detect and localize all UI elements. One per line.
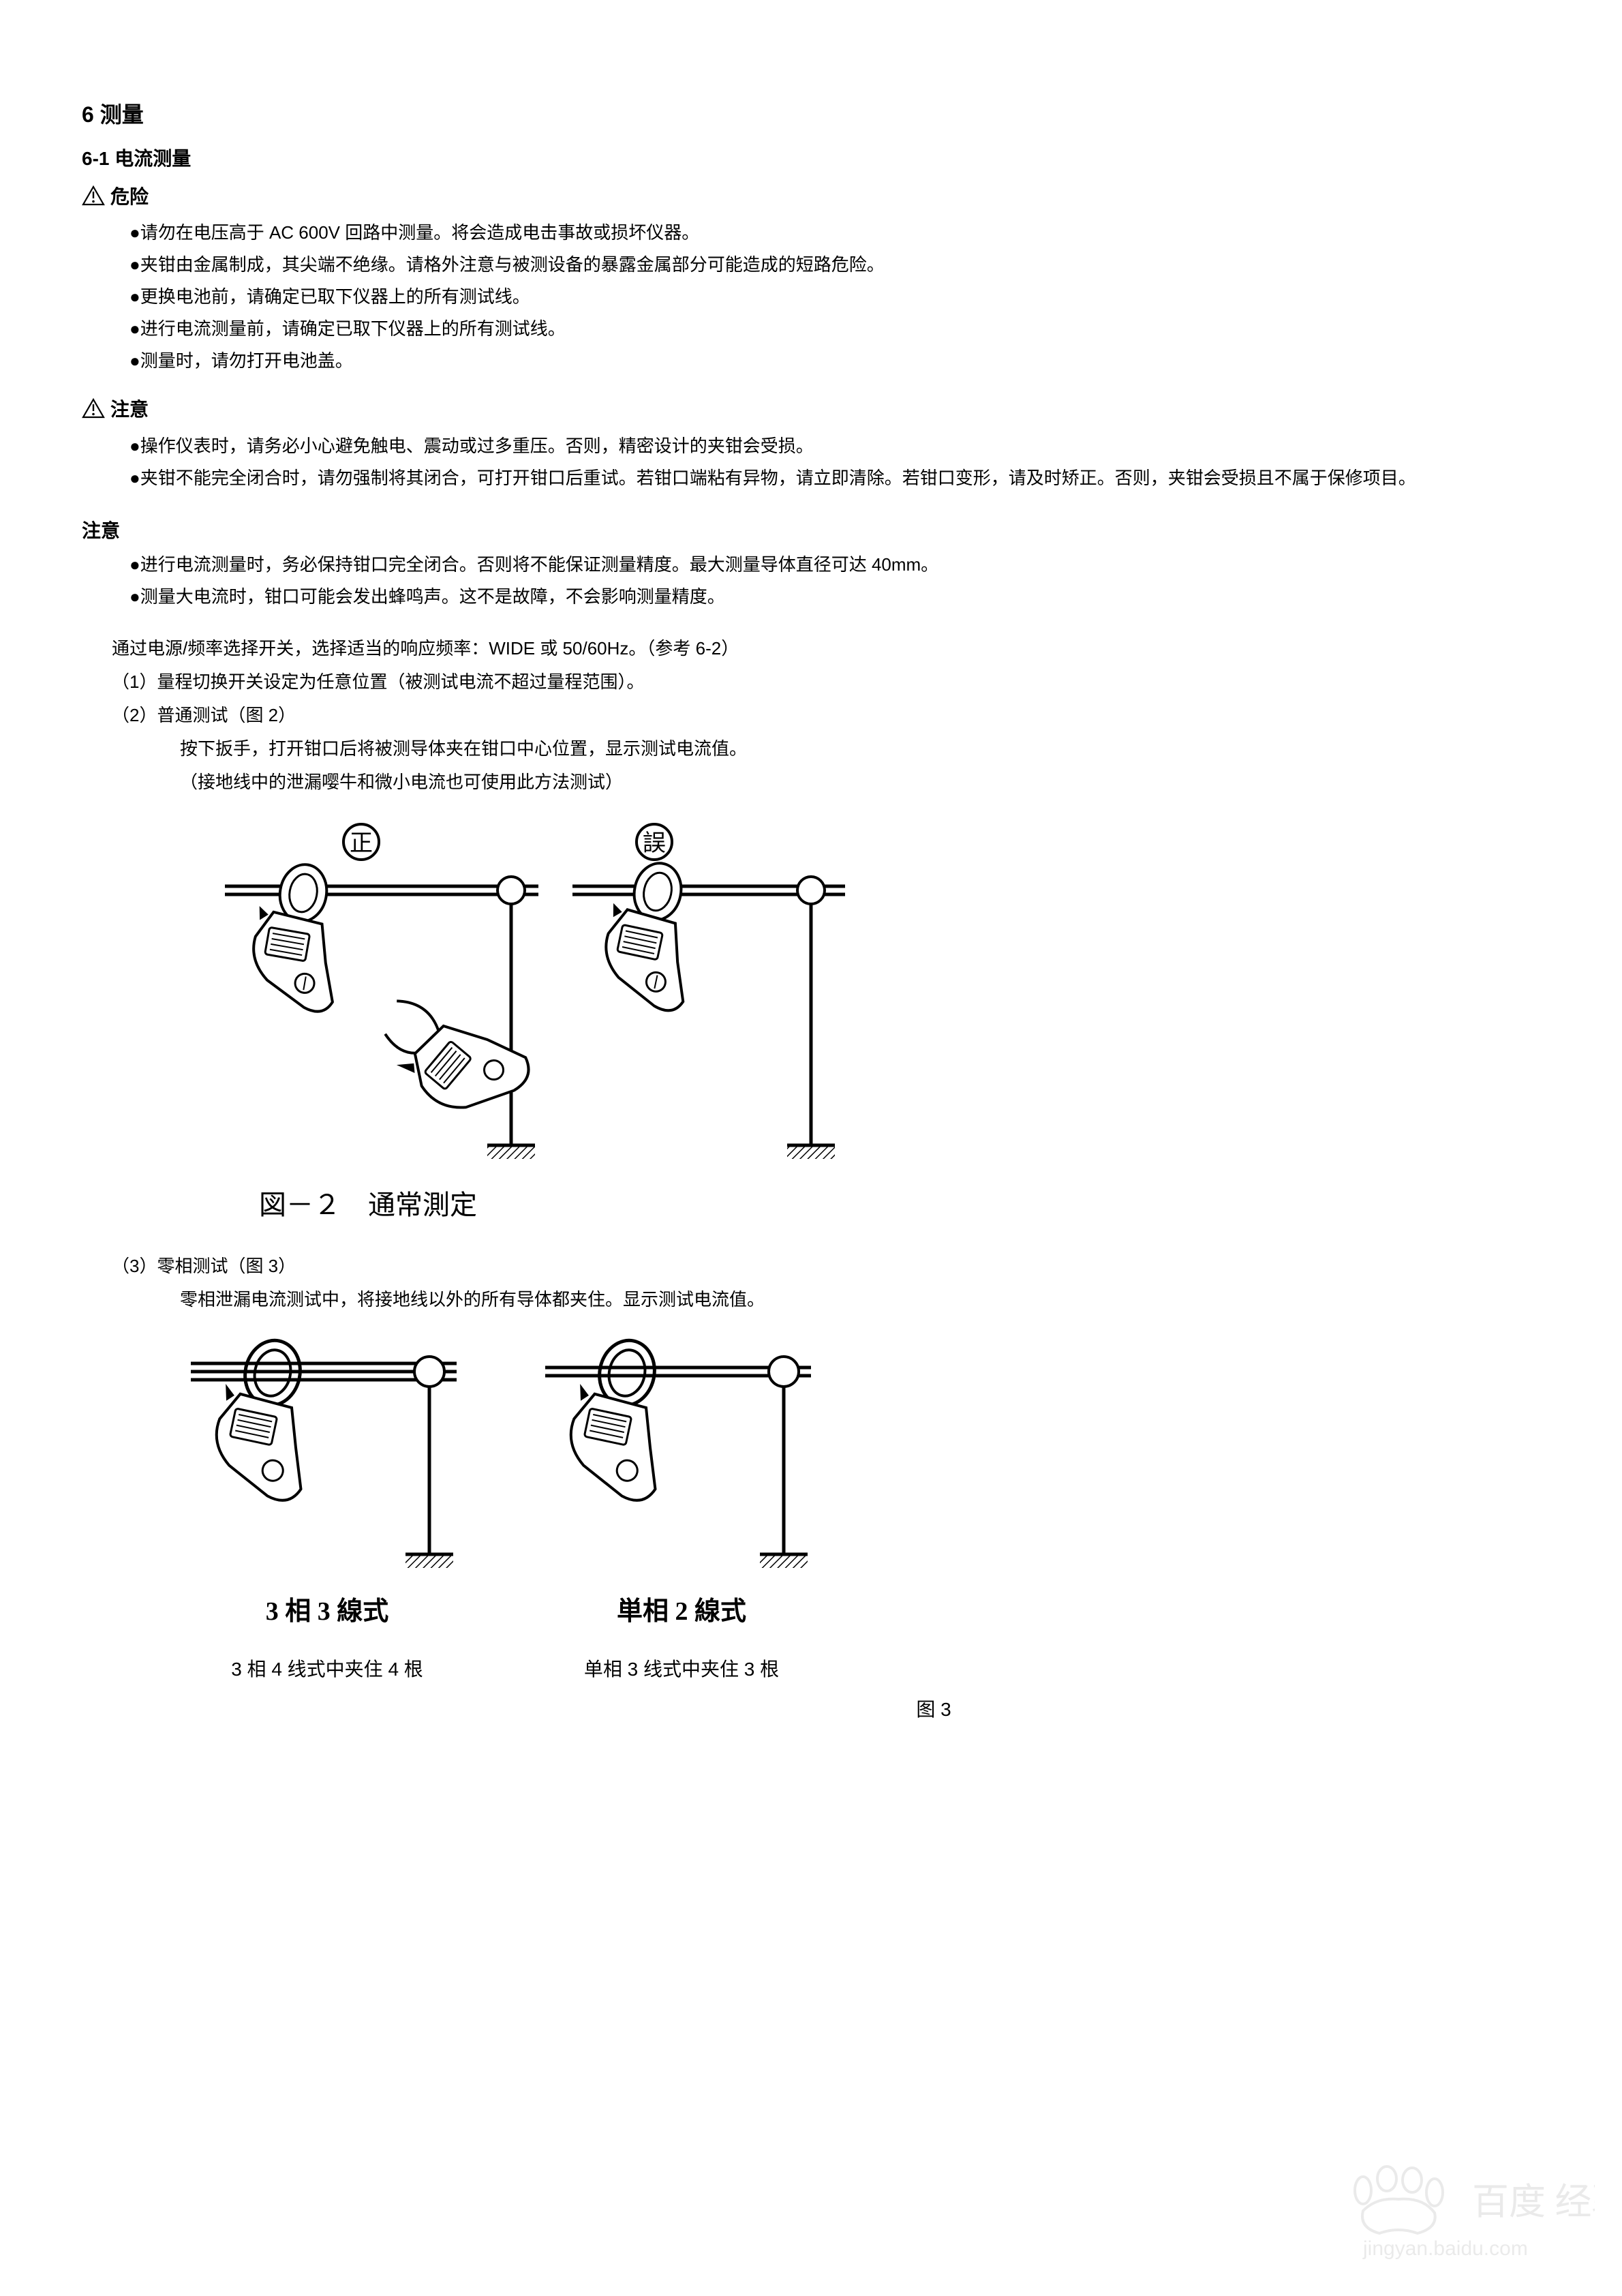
caution-list: 操作仪表时，请务必小心避免触电、震动或过多重压。否则，精密设计的夹钳会受损。 夹…: [82, 430, 1540, 494]
list-text: 进行电流测量时，务必保持钳口完全闭合。否则将不能保证测量精度。最大测量导体直径可…: [140, 554, 938, 575]
figure-2: 正 誤 図－２ 通常測定: [82, 818, 1540, 1230]
list-text: 测量大电流时，钳口可能会发出蜂鸣声。这不是故障，不会影响测量精度。: [140, 586, 725, 607]
danger-list: 请勿在电压高于 AC 600V 回路中测量。将会造成电击事故或损坏仪器。 夹钳由…: [82, 217, 1540, 376]
proc-2a: 按下扳手，打开钳口后将被测导体夹在钳口中心位置，显示测试电流值。: [112, 733, 1540, 765]
proc-2: （2）普通测试（图 2）: [112, 699, 1540, 731]
list-item: 夹钳不能完全闭合时，请勿强制将其闭合，可打开钳口后重试。若钳口端粘有异物，请立即…: [129, 462, 1540, 494]
list-text: 请勿在电压高于 AC 600V 回路中测量。将会造成电击事故或损坏仪器。: [140, 222, 700, 243]
proc-2b: （接地线中的泄漏嘤牛和微小电流也可使用此方法测试）: [112, 766, 1540, 798]
proc-intro: 通过电源/频率选择开关，选择适当的响应频率：WIDE 或 50/60Hz。（参考…: [112, 633, 1540, 665]
list-text: 更换电池前，请确定已取下仪器上的所有测试线。: [140, 286, 530, 307]
list-item: 测量大电流时，钳口可能会发出蜂鸣声。这不是故障，不会影响测量精度。: [129, 581, 1540, 613]
figure-2-caption: 図－２ 通常測定: [184, 1181, 477, 1230]
danger-heading-row: 危险: [82, 180, 1540, 214]
watermark: 百度 经验 jingyan.baidu.com: [1336, 2160, 1595, 2269]
figure-3-left-sub: 3 相 4 线式中夹住 4 根: [231, 1652, 423, 1687]
list-item: 测量时，请勿打开电池盖。: [129, 345, 1540, 377]
figure-3-right-label: 単相 2 線式: [617, 1588, 746, 1635]
svg-text:誤: 誤: [643, 830, 666, 856]
proc-1: （1）量程切换开关设定为任意位置（被测试电流不超过量程范围）。: [112, 666, 1540, 698]
list-text: 进行电流测量前，请确定已取下仪器上的所有测试线。: [140, 318, 566, 339]
list-item: 进行电流测量时，务必保持钳口完全闭合。否则将不能保证测量精度。最大测量导体直径可…: [129, 549, 1540, 581]
procedure-block: 通过电源/频率选择开关，选择适当的响应频率：WIDE 或 50/60Hz。（参考…: [82, 633, 1540, 798]
warning-icon: [82, 184, 105, 205]
proc-3a: 零相泄漏电流测试中，将接地线以外的所有导体都夹住。显示测试电流值。: [112, 1284, 1540, 1316]
figure-3-left: 3 相 3 線式 3 相 4 线式中夹住 4 根: [184, 1336, 470, 1687]
svg-text:百度 经验: 百度 经验: [1472, 2181, 1595, 2222]
caution-heading-row: 注意: [82, 393, 1540, 427]
figure-3-left-label: 3 相 3 線式: [266, 1588, 389, 1635]
warning-icon: [82, 397, 105, 417]
list-text: 测量时，请勿打开电池盖。: [140, 350, 353, 371]
figure-3-right: 単相 2 線式 单相 3 线式中夹住 3 根: [538, 1336, 825, 1687]
list-item: 请勿在电压高于 AC 600V 回路中测量。将会造成电击事故或损坏仪器。: [129, 217, 1540, 249]
svg-text:jingyan.baidu.com: jingyan.baidu.com: [1362, 2237, 1528, 2260]
note-label: 注意: [82, 514, 1540, 548]
figure-3-right-sub: 单相 3 线式中夹住 3 根: [584, 1652, 779, 1687]
list-item: 夹钳由金属制成，其尖端不绝缘。请格外注意与被测设备的暴露金属部分可能造成的短路危…: [129, 249, 1540, 281]
list-item: 更换电池前，请确定已取下仪器上的所有测试线。: [129, 281, 1540, 313]
danger-label: 危险: [110, 180, 149, 214]
list-item: 操作仪表时，请务必小心避免触电、震动或过多重压。否则，精密设计的夹钳会受损。: [129, 430, 1540, 462]
svg-text:正: 正: [350, 831, 373, 856]
figure-3: 3 相 3 線式 3 相 4 线式中夹住 4 根: [82, 1336, 1540, 1687]
list-text: 夹钳不能完全闭合时，请勿强制将其闭合，可打开钳口后重试。若钳口端粘有异物，请立即…: [140, 468, 1416, 488]
procedure-block-3: （3）零相测试（图 3） 零相泄漏电流测试中，将接地线以外的所有导体都夹住。显示…: [82, 1250, 1540, 1316]
list-text: 操作仪表时，请务必小心避免触电、震动或过多重压。否则，精密设计的夹钳会受损。: [140, 436, 814, 456]
figure-3-name: 图 3: [82, 1693, 1540, 1727]
note-list: 进行电流测量时，务必保持钳口完全闭合。否则将不能保证测量精度。最大测量导体直径可…: [82, 549, 1540, 613]
section-title: 6 测量: [82, 95, 1540, 135]
caution-label: 注意: [110, 393, 149, 427]
list-item: 进行电流测量前，请确定已取下仪器上的所有测试线。: [129, 313, 1540, 345]
proc-3: （3）零相测试（图 3）: [112, 1250, 1540, 1282]
section-subtitle: 6-1 电流测量: [82, 142, 1540, 176]
list-text: 夹钳由金属制成，其尖端不绝缘。请格外注意与被测设备的暴露金属部分可能造成的短路危…: [140, 254, 885, 275]
